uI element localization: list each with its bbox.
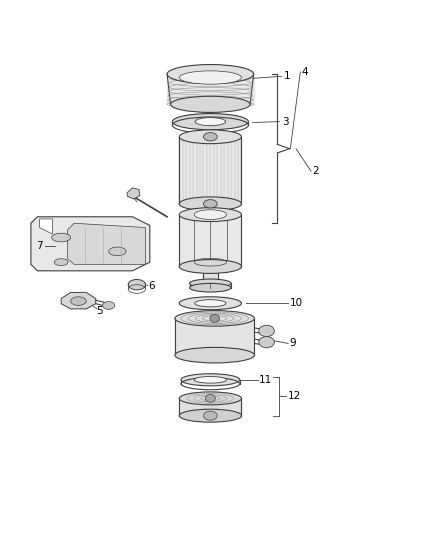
Polygon shape bbox=[31, 217, 150, 271]
Ellipse shape bbox=[54, 259, 68, 265]
Ellipse shape bbox=[175, 311, 254, 326]
Text: 4: 4 bbox=[302, 67, 308, 77]
Ellipse shape bbox=[204, 411, 217, 420]
Polygon shape bbox=[167, 74, 254, 104]
Polygon shape bbox=[127, 188, 140, 199]
Ellipse shape bbox=[175, 348, 254, 363]
Polygon shape bbox=[179, 137, 241, 204]
Ellipse shape bbox=[194, 210, 226, 220]
Ellipse shape bbox=[167, 64, 254, 84]
Ellipse shape bbox=[205, 394, 215, 402]
Text: 5: 5 bbox=[96, 305, 102, 316]
Ellipse shape bbox=[128, 279, 145, 290]
Ellipse shape bbox=[204, 200, 217, 208]
Text: 9: 9 bbox=[290, 338, 296, 349]
Ellipse shape bbox=[190, 279, 231, 288]
Ellipse shape bbox=[179, 392, 241, 405]
Text: 7: 7 bbox=[36, 241, 43, 251]
Ellipse shape bbox=[195, 118, 226, 126]
Polygon shape bbox=[61, 293, 96, 309]
Polygon shape bbox=[179, 398, 241, 416]
Ellipse shape bbox=[71, 297, 86, 305]
Text: 1: 1 bbox=[284, 71, 290, 81]
Ellipse shape bbox=[179, 409, 241, 422]
Text: 6: 6 bbox=[148, 280, 155, 290]
Text: 2: 2 bbox=[312, 166, 319, 176]
Ellipse shape bbox=[109, 247, 126, 256]
Ellipse shape bbox=[181, 374, 240, 386]
Ellipse shape bbox=[170, 96, 250, 112]
Text: 11: 11 bbox=[259, 375, 272, 385]
Ellipse shape bbox=[102, 302, 115, 309]
Ellipse shape bbox=[52, 233, 71, 242]
Text: 3: 3 bbox=[282, 117, 288, 127]
Ellipse shape bbox=[179, 197, 241, 211]
Ellipse shape bbox=[179, 260, 241, 273]
Ellipse shape bbox=[194, 376, 226, 383]
Polygon shape bbox=[67, 223, 145, 264]
Ellipse shape bbox=[172, 114, 248, 130]
Polygon shape bbox=[202, 266, 218, 286]
Text: 10: 10 bbox=[290, 298, 303, 308]
Ellipse shape bbox=[179, 208, 241, 222]
Ellipse shape bbox=[204, 133, 217, 141]
Ellipse shape bbox=[179, 71, 241, 84]
Ellipse shape bbox=[210, 314, 219, 322]
Polygon shape bbox=[175, 318, 254, 355]
Polygon shape bbox=[39, 219, 53, 234]
Ellipse shape bbox=[195, 300, 226, 307]
Ellipse shape bbox=[179, 297, 241, 310]
Ellipse shape bbox=[259, 325, 274, 336]
Polygon shape bbox=[179, 215, 241, 266]
Text: 8: 8 bbox=[129, 190, 136, 200]
Ellipse shape bbox=[179, 130, 241, 144]
Ellipse shape bbox=[190, 284, 231, 292]
Ellipse shape bbox=[259, 336, 274, 348]
Text: 12: 12 bbox=[287, 391, 300, 401]
